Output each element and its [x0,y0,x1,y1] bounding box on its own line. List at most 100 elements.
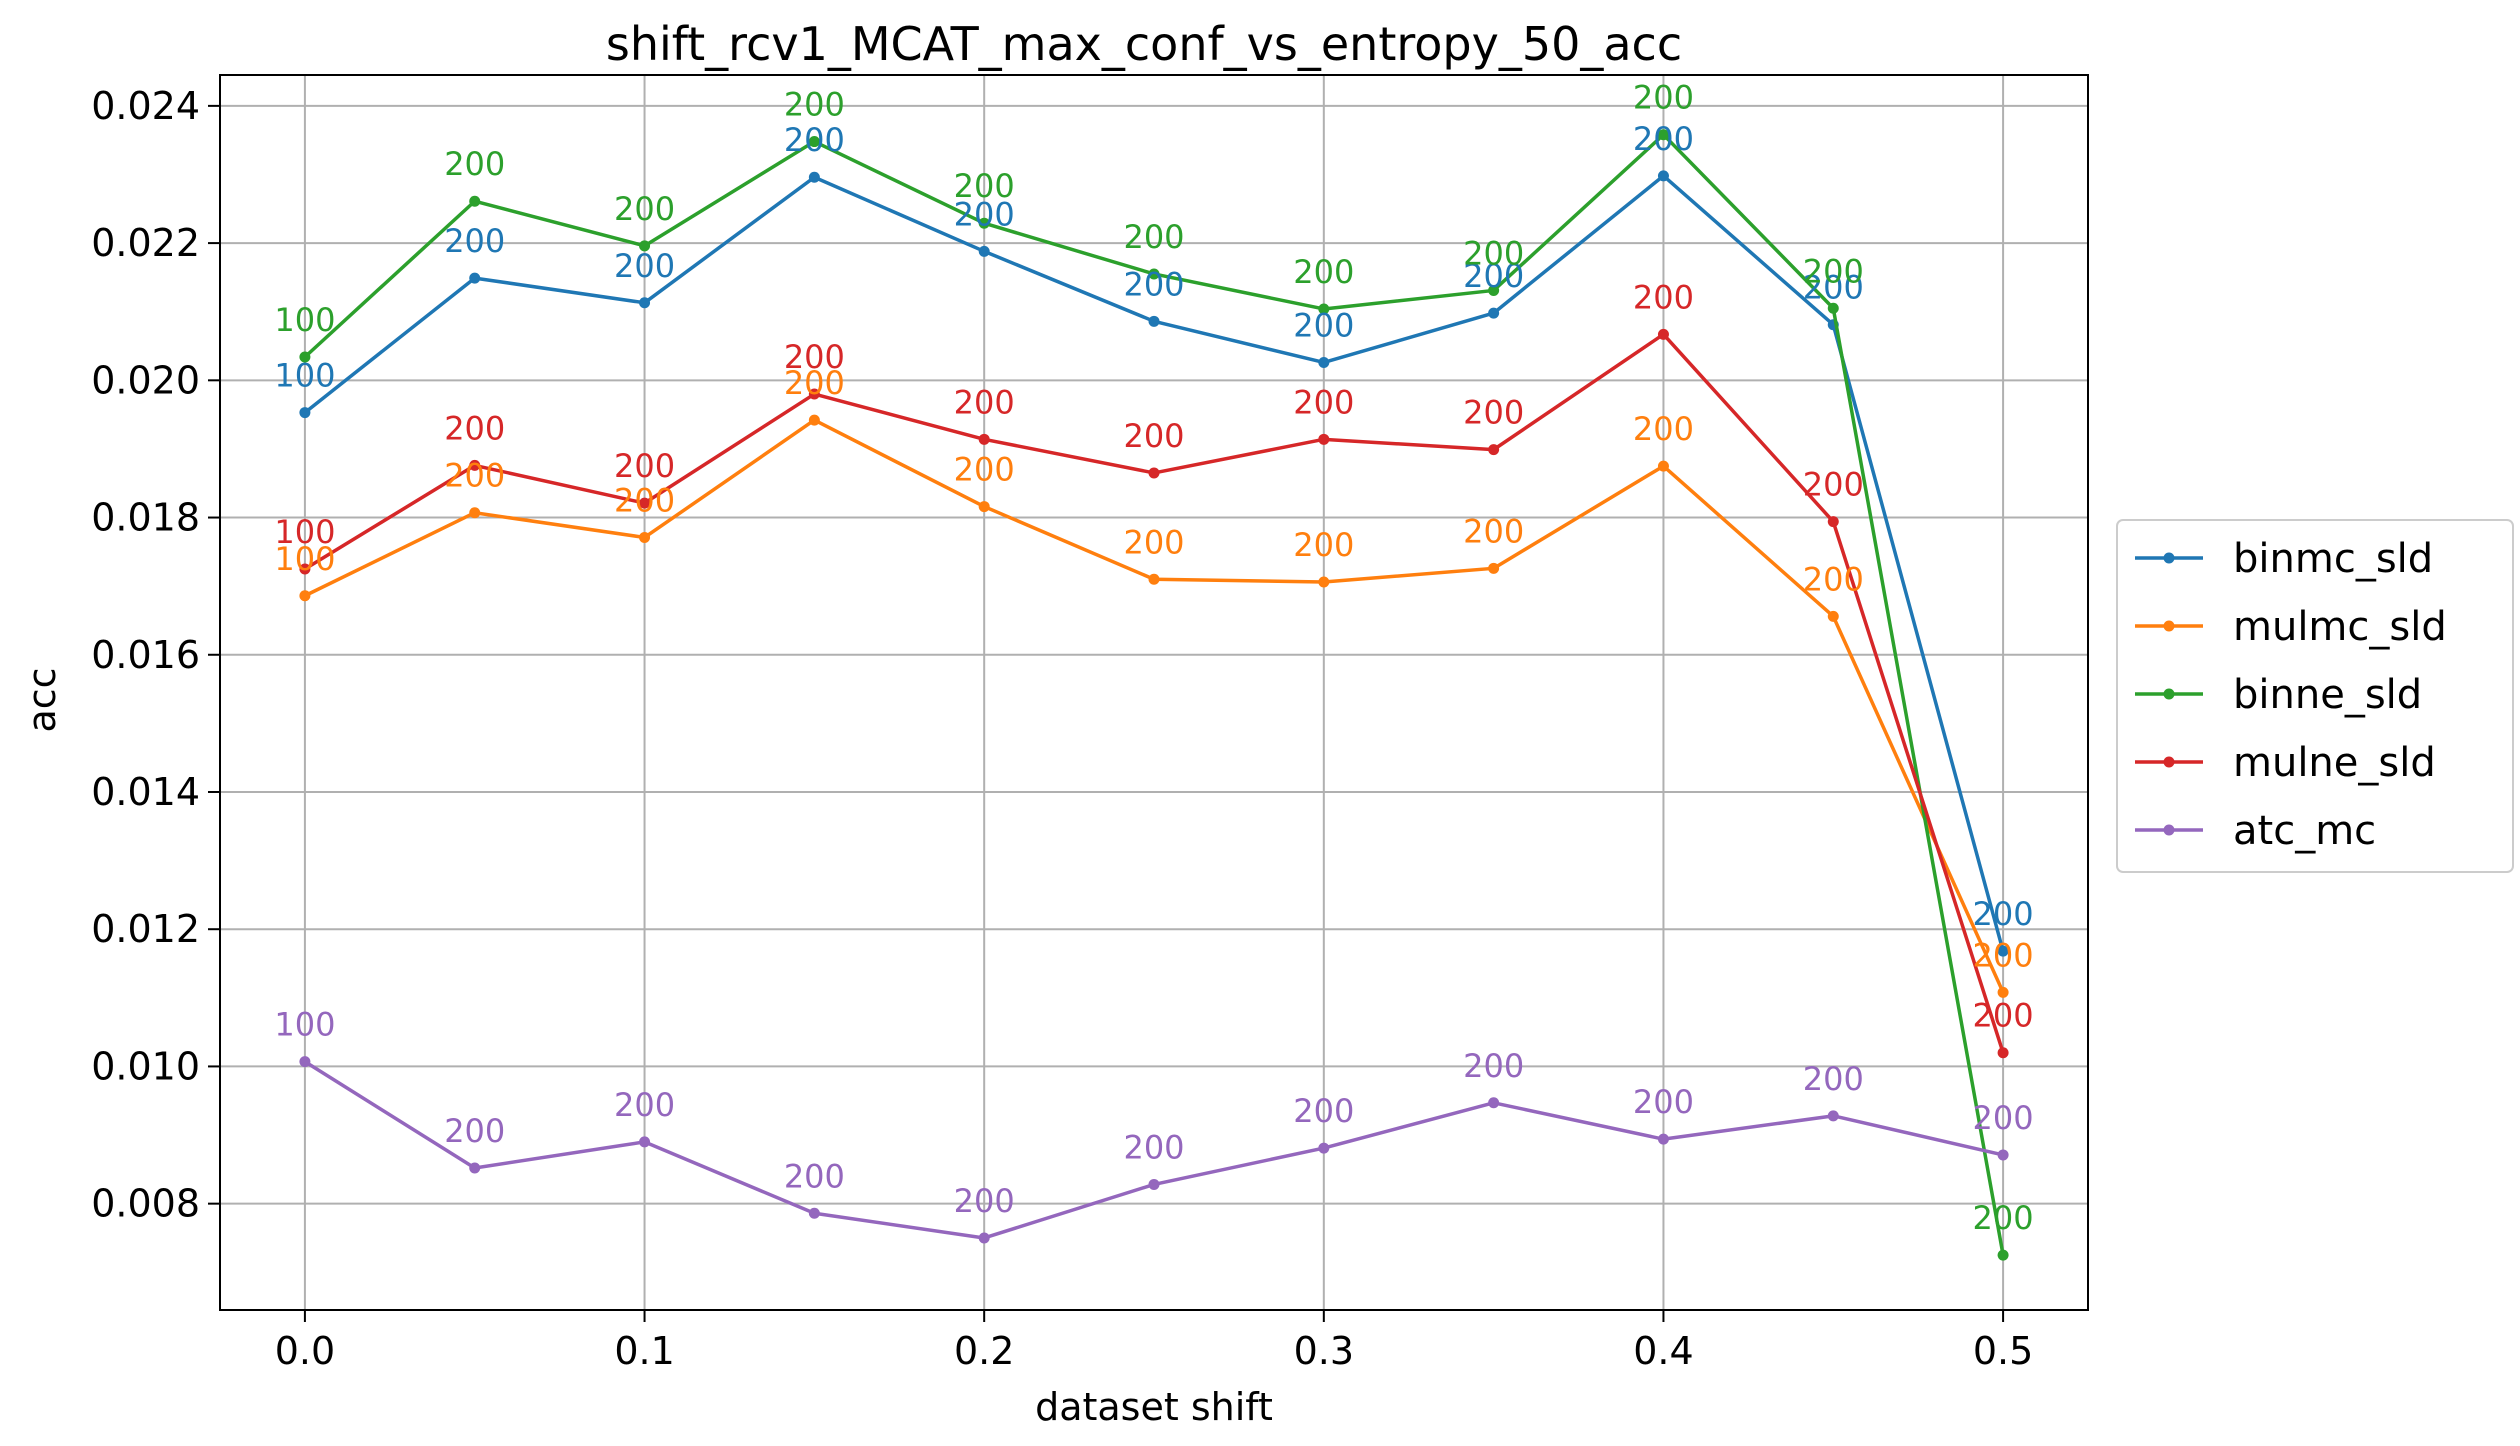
data-point-label: 200 [1973,1199,2034,1237]
data-point [1148,1178,1160,1190]
data-point [978,433,990,445]
data-point [808,388,820,400]
data-point [978,501,990,513]
legend-label: mulmc_sld [2233,604,2447,650]
chart-title: shift_rcv1_MCAT_max_conf_vs_entropy_50_a… [606,17,1682,71]
legend-item-atc_mc: atc_mc [2135,808,2376,854]
series-mulmc_sld [299,414,2009,998]
y-tick-label: 0.016 [91,633,200,677]
legend-item-mulmc_sld: mulmc_sld [2135,604,2447,650]
legend-item-binmc_sld: binmc_sld [2135,536,2433,582]
legend-label: atc_mc [2233,808,2376,854]
series-atc_mc [299,1056,2009,1244]
data-point [1827,1110,1839,1122]
y-tick-label: 0.020 [91,358,200,402]
plot-area-frame [219,74,2089,1311]
data-point [639,497,651,509]
data-point-label: 200 [1633,79,1694,117]
data-point [1318,303,1330,315]
data-point-label: 200 [444,409,505,447]
data-point [1488,307,1500,319]
data-point-label: 200 [1293,253,1354,291]
data-point [469,1162,481,1174]
data-point [639,240,651,252]
data-point-label: 100 [274,357,335,395]
data-point-label: 200 [1463,234,1524,272]
legend-swatch-marker [2163,620,2175,632]
legend-swatch-marker [2163,552,2175,564]
x-tick-label: 0.5 [1973,1329,2033,1373]
y-tick-label: 0.022 [91,221,200,265]
data-point-label: 200 [1293,526,1354,564]
series-lines [299,129,2009,1261]
legend-label: binne_sld [2233,672,2422,718]
legend-swatch-marker [2163,756,2175,768]
y-tick-label: 0.024 [91,84,200,128]
legend-label: binmc_sld [2233,536,2433,582]
data-point [1148,315,1160,327]
data-point [639,531,651,543]
data-point-label: 100 [274,540,335,578]
data-point-label: 200 [1633,278,1694,316]
data-point [978,1232,990,1244]
y-tick-label: 0.008 [91,1182,200,1226]
data-point-label: 200 [1633,410,1694,448]
data-point [1997,945,2009,957]
data-point [1488,1097,1500,1109]
data-point-label: 200 [1463,257,1524,295]
data-point-label: 200 [1463,394,1524,432]
series-binmc_sld [299,170,2009,957]
data-point-label: 200 [1123,218,1184,256]
data-point-label: 200 [1293,383,1354,421]
data-point-label: 200 [614,1086,675,1124]
data-point [978,217,990,229]
data-point-label: 100 [274,1006,335,1044]
y-tick-label: 0.012 [91,907,200,951]
data-point [1148,268,1160,280]
data-point-label: 200 [784,1157,845,1195]
y-tick-label: 0.010 [91,1044,200,1088]
legend: binmc_sld mulmc_sld binne_sld mulne_sld atc_… [2116,519,2514,873]
data-point-label: 200 [1973,997,2034,1035]
data-point [469,195,481,207]
data-point-label: 200 [1803,252,1864,290]
data-point-label: 100 [274,301,335,339]
data-point [1997,986,2009,998]
data-point-label: 200 [444,145,505,183]
data-point-label: 200 [784,86,845,124]
x-tick-label: 0.0 [275,1329,335,1373]
legend-label: mulne_sld [2233,740,2436,786]
grid [220,75,2088,1310]
data-point-label: 200 [1633,1083,1694,1121]
data-point [469,507,481,519]
data-point [1318,576,1330,588]
data-point-label: 200 [1123,417,1184,455]
data-point [1827,302,1839,314]
data-point-label: 200 [1123,1128,1184,1166]
data-point [299,1056,311,1068]
data-point [1318,1142,1330,1154]
legend-item-mulne_sld: mulne_sld [2135,740,2436,786]
data-point-label: 200 [1973,895,2034,933]
data-point-label: 200 [784,121,845,159]
data-point-label: 200 [954,383,1015,421]
data-point-label: 200 [614,247,675,285]
data-point-label: 200 [1803,1060,1864,1098]
data-point [1488,562,1500,574]
data-point-label: 200 [1803,466,1864,504]
data-point-label: 200 [444,222,505,260]
legend-item-binne_sld: binne_sld [2135,672,2422,718]
data-point-label: 200 [614,190,675,228]
data-point [808,136,820,148]
series-binne_sld [299,129,2009,1261]
data-point [1488,444,1500,456]
legend-box [2116,519,2514,873]
data-point-label: 200 [1633,120,1694,158]
data-point-label: 200 [1973,1099,2034,1137]
y-axis-label: acc [20,667,64,732]
data-point [1318,433,1330,445]
data-point-label: 200 [954,451,1015,489]
data-point-label: 200 [614,481,675,519]
